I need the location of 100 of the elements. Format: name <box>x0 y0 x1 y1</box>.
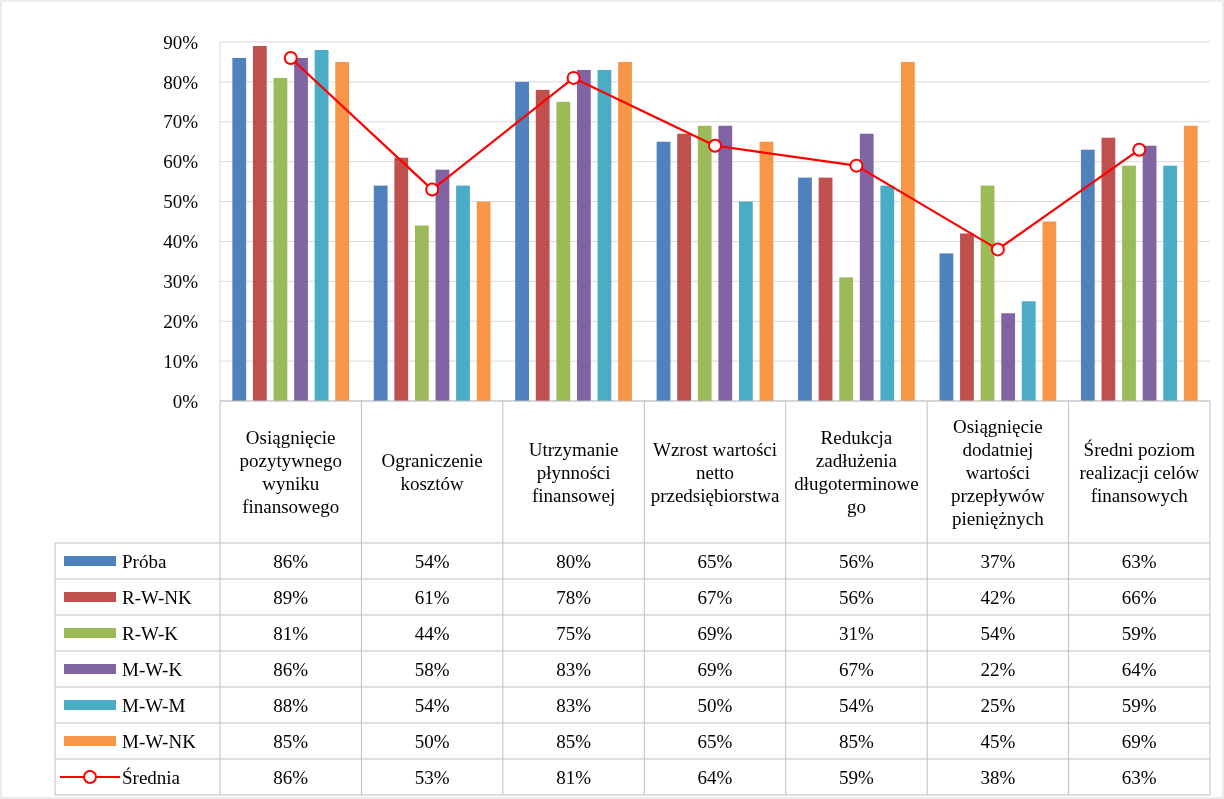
data-label: 78% <box>556 586 592 608</box>
point <box>1132 142 1147 157</box>
point <box>990 242 1005 257</box>
bar <box>718 125 733 401</box>
x-tick-label: Wzrost wartości netto przedsiębiorstwa <box>650 438 780 506</box>
bar <box>697 125 712 401</box>
bar <box>1142 145 1157 401</box>
legend-label: M-W-NK <box>122 730 197 752</box>
bar <box>394 157 409 401</box>
data-label: 54% <box>980 622 1016 644</box>
y-tick-label: 20% <box>163 310 199 332</box>
data-label: 50% <box>697 694 733 716</box>
data-label: 37% <box>980 550 1016 572</box>
point <box>849 158 864 173</box>
bar <box>232 57 247 401</box>
y-tick-label: 70% <box>163 111 199 133</box>
y-tick-label: 60% <box>163 151 199 173</box>
data-label: 80% <box>556 550 592 572</box>
bar <box>294 57 308 401</box>
bar <box>373 185 388 401</box>
bar <box>939 253 954 401</box>
point <box>566 70 581 85</box>
bar <box>1001 313 1016 401</box>
data-label: 86% <box>273 658 309 680</box>
x-tick-label: Redukcja zadłużenia długoterminowego <box>794 427 919 518</box>
data-label: 59% <box>1121 694 1157 716</box>
data-label: 69% <box>697 658 733 680</box>
data-label: 54% <box>414 694 450 716</box>
bar <box>980 185 995 401</box>
x-tick-label: Ograniczenie kosztów <box>381 450 483 495</box>
data-label: 58% <box>414 658 450 680</box>
bar <box>273 77 288 401</box>
legend-label: R-W-K <box>122 622 179 644</box>
bar <box>597 69 612 401</box>
bar <box>476 201 491 401</box>
data-label: 69% <box>1121 730 1157 752</box>
y-tick-label: 10% <box>163 350 199 372</box>
data-label: 85% <box>273 730 309 752</box>
data-label: 59% <box>839 766 875 788</box>
bar <box>1163 165 1178 401</box>
data-label: 85% <box>556 730 592 752</box>
bar <box>1101 137 1116 401</box>
point <box>283 50 298 65</box>
data-label: 67% <box>839 658 875 680</box>
bar <box>960 233 974 401</box>
bar <box>435 169 450 401</box>
bar <box>414 225 429 401</box>
point <box>708 138 722 153</box>
bar <box>335 61 350 401</box>
bar <box>456 185 470 401</box>
data-label: 83% <box>556 658 592 680</box>
data-label: 65% <box>697 550 733 572</box>
data-label: 50% <box>414 730 450 752</box>
data-label: 85% <box>839 730 875 752</box>
x-tick-label: Utrzymanie płynności finansowej <box>528 438 619 506</box>
legend-label: Średnia <box>122 766 181 788</box>
data-label: 81% <box>556 766 592 788</box>
bar <box>576 69 591 401</box>
data-label: 63% <box>1121 550 1157 572</box>
bar <box>818 177 833 401</box>
data-label: 25% <box>980 694 1016 716</box>
bar <box>1122 165 1136 401</box>
y-tick-label: 50% <box>163 191 199 213</box>
y-tick-label: 40% <box>163 231 199 253</box>
data-label: 54% <box>839 694 875 716</box>
data-label: 65% <box>697 730 733 752</box>
bar <box>515 81 529 401</box>
data-label: 56% <box>839 550 875 572</box>
bar <box>677 133 692 401</box>
data-label: 89% <box>273 586 309 608</box>
bar <box>618 61 632 401</box>
data-label: 61% <box>414 586 450 608</box>
bar <box>880 185 895 401</box>
bar <box>1183 125 1198 401</box>
bar <box>252 45 267 401</box>
bar <box>901 61 915 401</box>
legend-label: R-W-NK <box>122 586 192 608</box>
bar <box>859 133 874 401</box>
data-label: 42% <box>980 586 1016 608</box>
data-label: 63% <box>1121 766 1157 788</box>
data-label: 54% <box>414 550 450 572</box>
data-label: 67% <box>697 586 733 608</box>
bar <box>535 89 550 401</box>
bar <box>314 49 329 401</box>
data-label: 22% <box>980 658 1016 680</box>
data-label: 86% <box>273 550 309 572</box>
y-tick-label: 30% <box>163 270 199 292</box>
y-tick-label: 90% <box>163 31 199 53</box>
y-tick-label: 0% <box>172 390 199 412</box>
bar <box>759 141 774 401</box>
x-tick-label: Średni poziom realizacji celów finansowych <box>1079 438 1200 506</box>
bar <box>798 177 812 401</box>
x-tick-label: Osiągnięcie pozytywnego wyniku finansowego <box>239 427 342 518</box>
data-label: 81% <box>273 622 309 644</box>
data-label: 64% <box>697 766 733 788</box>
bar <box>1080 149 1095 401</box>
data-label: 56% <box>839 586 875 608</box>
bar <box>1021 301 1036 401</box>
data-label: 44% <box>414 622 450 644</box>
bar <box>1042 221 1057 401</box>
